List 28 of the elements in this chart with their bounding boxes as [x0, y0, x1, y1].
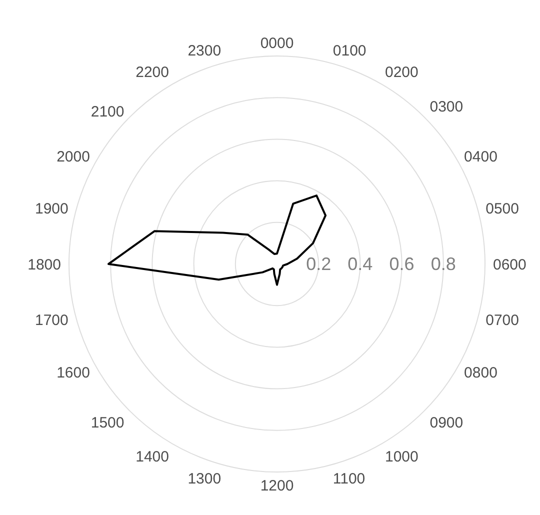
spoke-label: 2300 [188, 42, 222, 60]
spoke-label: 1600 [56, 364, 90, 382]
spoke-label: 0200 [385, 64, 418, 81]
spoke-label: 1500 [90, 414, 124, 432]
spoke-label: 0400 [464, 148, 498, 166]
spoke-label: 2200 [136, 64, 169, 81]
y-tick-label: 0.8 [430, 254, 456, 274]
spoke-label: 1100 [332, 470, 366, 488]
spoke-label: 1700 [34, 312, 68, 330]
y-tick-label: 0.2 [306, 254, 332, 274]
spoke-label: 0000 [260, 35, 294, 52]
y-tick-label: 0.4 [348, 254, 373, 274]
spoke-label: 1400 [136, 448, 169, 466]
spoke-label: 0100 [332, 42, 366, 60]
spoke-label: 2000 [56, 148, 90, 166]
spoke-label: 1800 [28, 256, 61, 274]
y-tick-label: 0.6 [389, 254, 414, 274]
spoke-label: 0500 [486, 200, 520, 218]
spoke-label: 0700 [486, 312, 520, 330]
spoke-label: 0600 [493, 256, 526, 274]
spoke-label: 2100 [90, 104, 124, 121]
spoke-label: 1900 [34, 200, 68, 218]
spoke-label: 1300 [188, 470, 222, 488]
spoke-label: 0300 [430, 98, 464, 116]
spoke-label: 1200 [260, 478, 294, 495]
spoke-label: 0800 [464, 364, 498, 382]
spoke-label: 0900 [430, 414, 464, 432]
spoke-label: 1000 [385, 448, 418, 466]
